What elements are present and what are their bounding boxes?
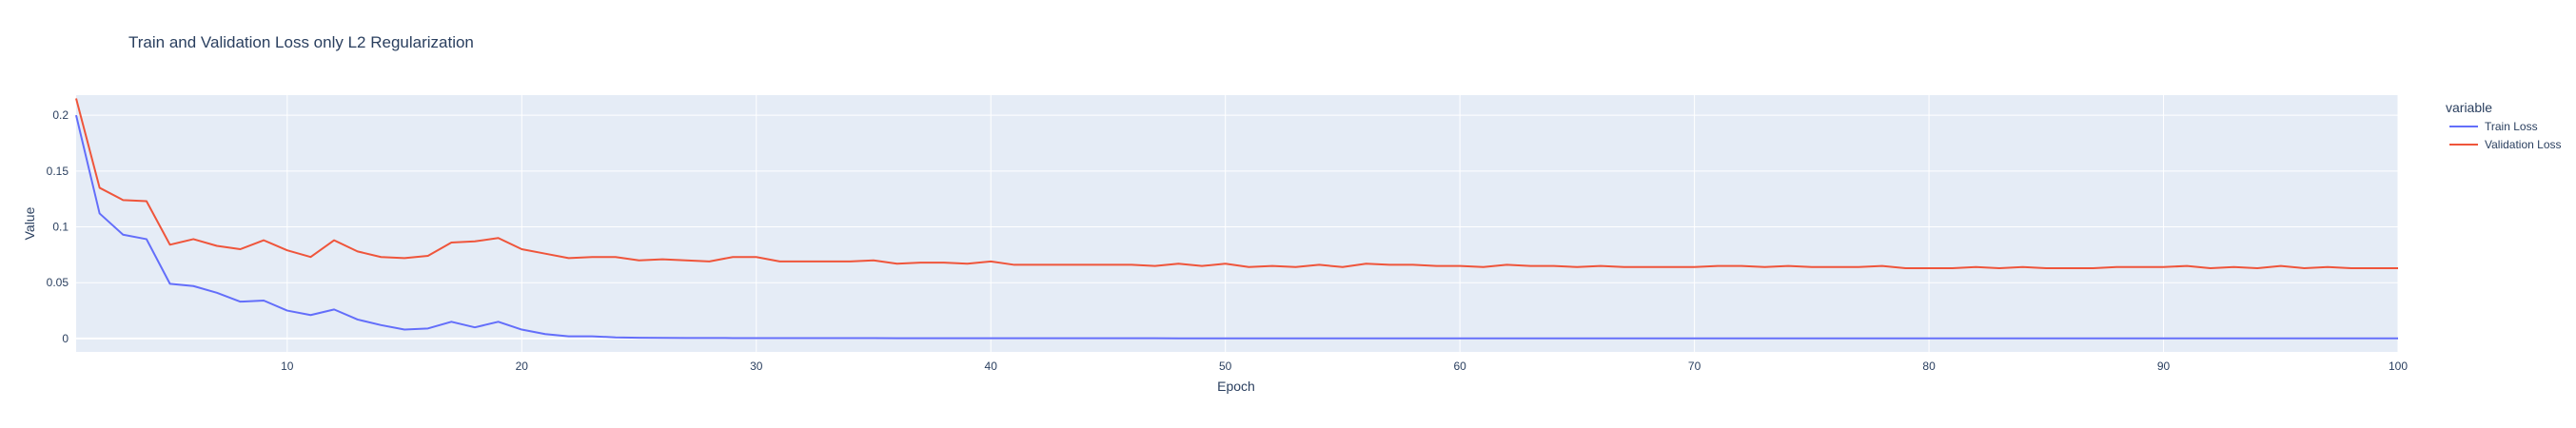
x-tick-label: 20 [516,360,529,373]
x-tick-label: 30 [750,360,763,373]
x-tick-label: 100 [2389,360,2408,373]
y-axis-title: Value [22,206,37,240]
y-axis-ticks: 0 0.05 0.1 0.15 0.2 [47,108,69,345]
x-axis-ticks: 10 20 30 40 50 60 70 80 90 100 [281,360,2408,373]
chart-title: Train and Validation Loss only L2 Regula… [128,33,474,51]
plot-area [76,95,2398,352]
legend-title: variable [2446,100,2492,115]
series-line-validation-loss [75,98,2398,269]
x-tick-label: 50 [1219,360,1232,373]
y-tick-label: 0.15 [47,165,69,178]
legend: variable Train Loss Validation Loss [2446,100,2562,151]
x-tick-label: 90 [2157,360,2171,373]
x-tick-label: 10 [281,360,294,373]
y-tick-label: 0.2 [52,108,69,122]
data-traces [75,98,2398,340]
y-tick-label: 0.05 [47,276,69,289]
x-tick-label: 80 [1922,360,1936,373]
x-tick-label: 60 [1453,360,1466,373]
legend-label: Train Loss [2485,120,2538,133]
y-tick-label: 0.1 [52,221,69,234]
x-tick-label: 40 [985,360,998,373]
x-axis-title: Epoch [1217,379,1255,394]
y-tick-label: 0 [62,332,69,345]
legend-label: Validation Loss [2485,138,2562,151]
series-line-train-loss [75,114,2398,340]
grid-lines [76,95,2399,352]
x-tick-label: 70 [1688,360,1701,373]
